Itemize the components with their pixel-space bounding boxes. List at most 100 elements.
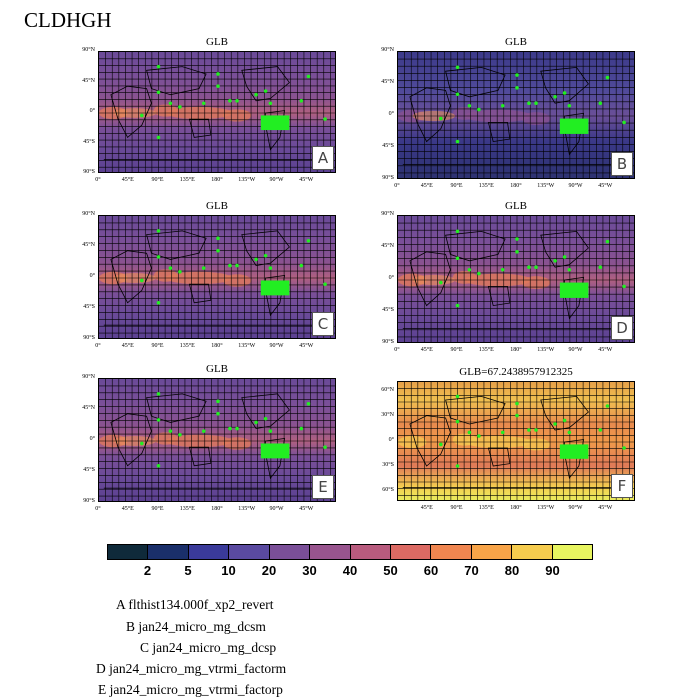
lon-label: 45°W — [598, 183, 613, 189]
lon-label: 90°W — [568, 183, 583, 189]
colorbar-cell — [431, 545, 472, 559]
lat-label: 60°N — [381, 386, 394, 393]
lon-label: 45°E — [121, 506, 134, 512]
map-panel-c — [98, 215, 336, 339]
colorbar-cell — [471, 545, 513, 559]
lat-label: 90°N — [82, 374, 95, 380]
lon-label: 90°E — [450, 347, 463, 353]
lon-label: 90°W — [568, 347, 583, 353]
lon-label: 90°E — [151, 177, 164, 183]
lon-label: 45°E — [420, 347, 433, 353]
colorbar-label: 2 — [143, 563, 152, 578]
map-field-a — [99, 52, 335, 172]
colorbar-cell — [188, 545, 230, 559]
colorbar-cell — [229, 545, 270, 559]
lon-label: 135°W — [238, 177, 256, 183]
lon-label: 45°W — [598, 347, 613, 353]
panel-letter-a: A — [312, 146, 334, 170]
lat-label: 0° — [388, 275, 394, 281]
lon-label: 135°W — [238, 506, 256, 512]
lat-label: 45°S — [382, 143, 394, 149]
colorbar-label: 5 — [184, 563, 192, 578]
lon-label: 0° — [394, 183, 400, 189]
lat-label: 90°S — [382, 175, 394, 181]
colorbar-label: 60 — [423, 563, 439, 578]
lon-label: 135°W — [238, 343, 256, 349]
colorbar-label: 70 — [464, 563, 479, 578]
panel-title-b: GLB — [505, 36, 527, 48]
legend-entry-d: D jan24_micro_mg_vtrmi_factorm — [96, 661, 287, 676]
lon-label: 135°E — [478, 347, 494, 353]
lat-label: 30°N — [381, 411, 394, 418]
map-panel-a — [98, 51, 336, 173]
lon-label: 135°E — [478, 183, 494, 189]
lon-label: 45°E — [420, 183, 433, 189]
colorbar-label: 20 — [261, 563, 277, 578]
lon-label: 135°W — [537, 347, 555, 353]
lon-label: 45°W — [598, 505, 613, 511]
lon-label: 180° — [510, 505, 522, 511]
lat-label: 45°N — [82, 405, 95, 411]
legend-entry-b: B jan24_micro_mg_dcsm — [126, 619, 266, 634]
map-panel-f — [397, 381, 635, 501]
lon-label: 90°W — [269, 343, 284, 349]
lon-label: 180° — [211, 343, 223, 349]
lon-label: 180° — [510, 347, 522, 353]
lat-label: 90°N — [82, 211, 95, 217]
lon-label: 180° — [211, 177, 223, 183]
lat-label: 45°S — [382, 307, 394, 313]
lon-label: 90°E — [151, 506, 164, 512]
lat-label: 90°S — [382, 339, 394, 345]
lon-label: 0° — [394, 347, 400, 353]
lon-label: 45°W — [299, 177, 314, 183]
lon-label: 135°E — [179, 343, 195, 349]
lon-label: 45°W — [299, 343, 314, 349]
panel-title-c: GLB — [206, 200, 228, 212]
panel-title-f: GLB=67.2438957912325 — [459, 366, 573, 378]
lon-label: 90°W — [568, 505, 583, 511]
legend-entry-c: C jan24_micro_mg_dcsp — [140, 640, 277, 655]
map-panel-b — [397, 51, 635, 179]
lat-label: 0° — [89, 273, 95, 279]
colorbar-cell — [350, 545, 391, 559]
lat-label: 45°N — [381, 243, 394, 249]
colorbar-label: 80 — [504, 563, 520, 578]
panel-letter-e: E — [312, 475, 334, 499]
lon-label: 90°E — [450, 183, 463, 189]
lat-label: 45°N — [82, 77, 95, 84]
panel-letter-d: D — [611, 316, 633, 340]
lon-label: 0° — [95, 343, 101, 349]
colorbar-cell — [269, 545, 311, 559]
lat-label: 90°S — [83, 169, 95, 175]
colorbar-label: 90 — [545, 563, 560, 578]
map-field-e — [99, 379, 335, 501]
colorbar — [107, 544, 593, 560]
panel-letter-f: F — [611, 474, 633, 498]
lat-label: 90°N — [381, 47, 394, 53]
lat-label: 45°N — [82, 242, 95, 248]
colorbar-cell — [310, 545, 351, 559]
map-panel-e — [98, 378, 336, 502]
lon-label: 135°E — [179, 506, 195, 512]
lat-label: 45°S — [83, 304, 95, 310]
colorbar-cell — [108, 545, 149, 559]
map-panel-d — [397, 215, 635, 343]
lon-label: 45°W — [299, 506, 314, 512]
lon-label: 0° — [95, 506, 101, 512]
lat-label: 30°S — [382, 462, 394, 469]
panel-letter-c: C — [312, 312, 334, 336]
map-field-b — [398, 52, 634, 178]
figure-title: CLDHGH — [24, 8, 112, 32]
map-field-c — [99, 216, 335, 338]
colorbar-label: 40 — [342, 563, 358, 578]
lon-label: 45°E — [121, 343, 134, 349]
lat-label: 45°N — [381, 79, 394, 85]
lon-label: 90°E — [450, 505, 463, 511]
lat-label: 45°S — [83, 138, 95, 145]
lon-label: 135°W — [537, 183, 555, 189]
lon-label: 0° — [95, 177, 101, 183]
lat-label: 60°S — [382, 487, 394, 494]
colorbar-label: 10 — [221, 563, 236, 578]
panel-title-d: GLB — [505, 200, 527, 212]
legend-entry-a: A flthist134.000f_xp2_revert — [116, 597, 274, 612]
